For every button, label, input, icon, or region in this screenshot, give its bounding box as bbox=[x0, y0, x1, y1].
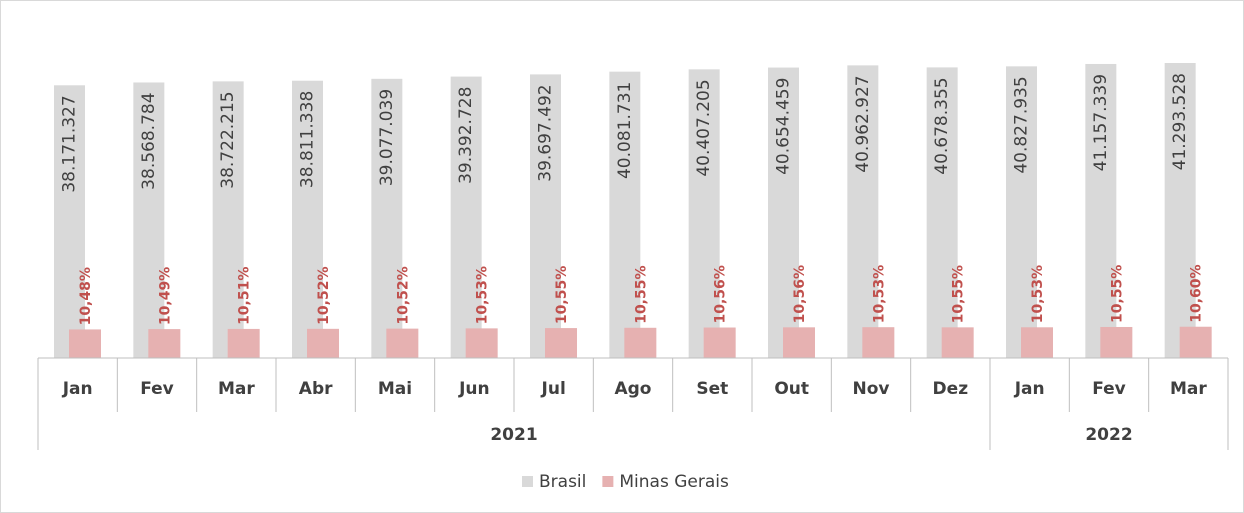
bar bbox=[386, 328, 419, 358]
data-label: 10,53% bbox=[475, 266, 491, 324]
data-label: 39.697.492 bbox=[536, 84, 556, 181]
bar bbox=[69, 329, 101, 358]
data-label: 38.171.327 bbox=[60, 95, 80, 192]
data-label: 41.157.339 bbox=[1091, 74, 1111, 171]
data-label: 40.962.927 bbox=[853, 75, 873, 172]
legend-swatch bbox=[522, 476, 533, 487]
x-tick-label: Set bbox=[696, 379, 728, 399]
data-label: 10,48% bbox=[78, 267, 94, 325]
bar bbox=[450, 76, 482, 358]
data-label: 10,55% bbox=[554, 266, 570, 324]
data-label: 10,56% bbox=[792, 265, 808, 323]
bar bbox=[54, 85, 85, 358]
x-tick-label: Jan bbox=[1014, 379, 1045, 399]
bar bbox=[609, 71, 641, 359]
data-label: 10,56% bbox=[713, 265, 729, 323]
bar bbox=[768, 67, 799, 358]
x-tick-label: Dez bbox=[933, 379, 969, 399]
data-label: 40.678.355 bbox=[932, 77, 952, 174]
x-tick-label: Out bbox=[774, 379, 809, 399]
bar bbox=[307, 328, 339, 358]
data-label: 10,53% bbox=[1030, 265, 1046, 323]
x-tick-label: Fev bbox=[1092, 379, 1126, 399]
bar bbox=[545, 328, 577, 358]
data-label: 38.568.784 bbox=[139, 92, 159, 189]
data-label: 40.654.459 bbox=[774, 78, 794, 175]
bar bbox=[133, 82, 165, 358]
legend-label: Minas Gerais bbox=[619, 472, 729, 492]
bar bbox=[688, 69, 720, 358]
data-label: 10,55% bbox=[633, 265, 649, 323]
group-label: 2021 bbox=[490, 425, 537, 445]
bar bbox=[148, 329, 181, 358]
data-label: 10,52% bbox=[316, 267, 332, 325]
bar bbox=[212, 81, 244, 359]
data-label: 10,55% bbox=[1109, 265, 1125, 323]
bar bbox=[530, 74, 561, 359]
data-label: 39.077.039 bbox=[377, 89, 397, 186]
data-label: 40.407.205 bbox=[694, 79, 714, 176]
bar bbox=[371, 78, 403, 359]
data-label: 40.827.935 bbox=[1012, 76, 1032, 173]
bar bbox=[1100, 326, 1133, 358]
x-tick-label: Jul bbox=[541, 379, 566, 399]
x-tick-label: Nov bbox=[853, 379, 890, 399]
bar bbox=[465, 328, 498, 358]
bar bbox=[703, 327, 736, 358]
x-tick-label: Mai bbox=[378, 379, 412, 399]
x-tick-label: Mar bbox=[218, 379, 255, 399]
data-label: 41.293.528 bbox=[1170, 73, 1190, 170]
x-tick-label: Jun bbox=[458, 379, 490, 399]
bar bbox=[624, 327, 657, 358]
bar bbox=[941, 327, 974, 358]
data-label: 38.811.338 bbox=[298, 91, 318, 188]
bar bbox=[1021, 327, 1053, 358]
legend-swatch bbox=[602, 476, 614, 487]
data-label: 10,52% bbox=[395, 266, 411, 324]
group-label: 2022 bbox=[1085, 425, 1132, 445]
data-label: 10,55% bbox=[951, 265, 967, 323]
data-label: 10,60% bbox=[1189, 264, 1205, 322]
data-label: 10,49% bbox=[157, 267, 173, 325]
x-tick-label: Mar bbox=[1170, 379, 1207, 399]
data-label: 40.081.731 bbox=[615, 82, 635, 179]
bar bbox=[862, 327, 895, 358]
x-tick-label: Jan bbox=[62, 379, 93, 399]
bar bbox=[926, 67, 958, 359]
data-label: 10,51% bbox=[237, 267, 253, 325]
bar bbox=[1179, 326, 1212, 358]
bar bbox=[227, 328, 260, 358]
data-label: 10,53% bbox=[871, 265, 887, 323]
data-label: 38.722.215 bbox=[218, 91, 238, 188]
bar bbox=[1006, 66, 1037, 359]
bar bbox=[292, 80, 323, 359]
bar bbox=[1164, 63, 1196, 358]
bar bbox=[783, 327, 815, 358]
x-tick-label: Ago bbox=[614, 379, 651, 399]
bar bbox=[847, 65, 879, 358]
x-tick-label: Fev bbox=[140, 379, 174, 399]
x-tick-label: Abr bbox=[299, 379, 333, 399]
data-label: 39.392.728 bbox=[456, 87, 476, 184]
bar bbox=[1085, 63, 1117, 358]
legend-label: Brasil bbox=[539, 472, 586, 492]
